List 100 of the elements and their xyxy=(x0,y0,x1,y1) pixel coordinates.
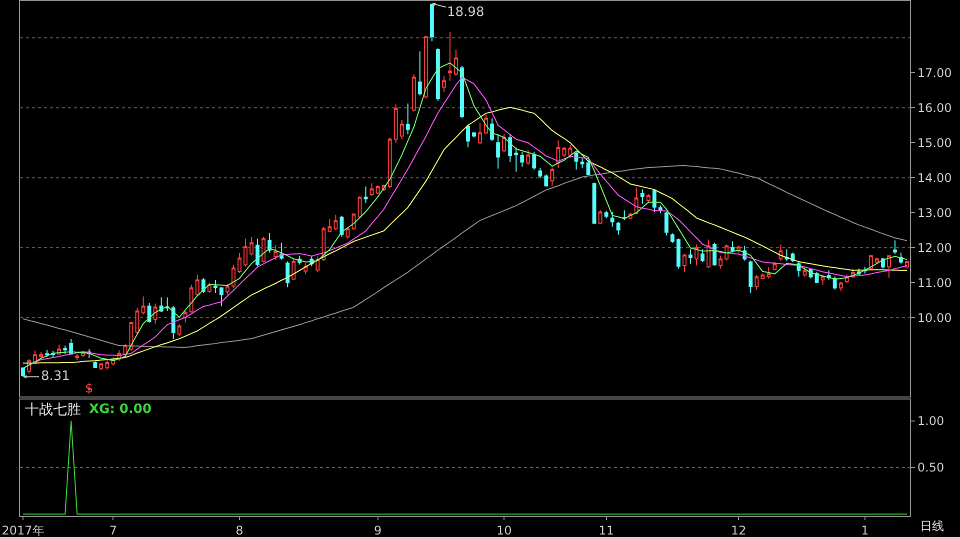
annotation: 8.31 xyxy=(41,369,70,384)
x-tick-label: 9 xyxy=(374,523,382,537)
candlestick xyxy=(574,150,578,170)
y-tick-label: 10.00 xyxy=(917,310,952,325)
candlestick xyxy=(280,242,284,260)
candlestick xyxy=(538,167,542,179)
candlestick xyxy=(39,351,44,358)
y-tick-label: 13.00 xyxy=(917,206,952,220)
candlestick xyxy=(274,244,278,260)
candlestick xyxy=(436,48,440,102)
y-tick-label: 16.00 xyxy=(917,100,952,115)
x-tick-label: 2017年 xyxy=(2,523,44,537)
text: 日线 xyxy=(920,519,944,533)
candlestick xyxy=(177,324,182,336)
candlestick xyxy=(754,274,759,290)
candlestick xyxy=(640,188,644,204)
candlestick xyxy=(748,260,753,294)
x-tick-label: 10 xyxy=(496,523,512,537)
y-tick-label: 14.00 xyxy=(917,170,952,185)
candlestick xyxy=(328,218,332,232)
candlestick xyxy=(141,296,146,316)
y-tick-label: 12.00 xyxy=(917,240,952,255)
candlestick xyxy=(646,194,650,203)
candlestick xyxy=(886,254,891,278)
candlestick xyxy=(874,256,879,264)
candlestick xyxy=(508,134,512,162)
candlestick xyxy=(772,262,777,271)
candlestick xyxy=(520,152,524,168)
candlestick xyxy=(268,232,272,254)
candlestick xyxy=(532,151,536,170)
candlestick xyxy=(412,74,416,112)
candlestick xyxy=(550,166,554,186)
annotation: 18.98 xyxy=(447,5,484,20)
candlestick xyxy=(454,49,458,76)
x-tick-label: 7 xyxy=(109,523,118,537)
candlestick xyxy=(213,279,218,294)
x-tick-label: 12 xyxy=(730,523,746,537)
candlestick xyxy=(484,114,488,135)
candlestick xyxy=(814,271,819,284)
candlestick xyxy=(760,273,765,280)
candlestick xyxy=(616,221,620,236)
candlestick xyxy=(502,134,506,153)
candlestick xyxy=(766,266,771,279)
candlestick xyxy=(778,244,783,262)
candlestick xyxy=(238,252,242,274)
candlestick xyxy=(556,140,560,168)
candlestick xyxy=(250,236,254,256)
y-tick-label: 15.00 xyxy=(917,136,952,150)
candlestick xyxy=(232,264,236,288)
candlestick xyxy=(544,174,548,188)
candlestick xyxy=(676,238,680,270)
candlestick xyxy=(724,244,729,262)
candlestick xyxy=(664,211,668,236)
candlestick xyxy=(460,65,464,119)
candlestick xyxy=(496,134,500,170)
candlestick xyxy=(189,284,194,314)
candlestick xyxy=(147,302,152,324)
candlestick xyxy=(905,260,909,270)
candlestick xyxy=(688,248,692,264)
series-label: XG: 0.00 xyxy=(89,402,152,417)
x-tick-label: 11 xyxy=(598,523,614,537)
y-tick-label: 17.00 xyxy=(917,66,952,80)
candlestick xyxy=(207,282,212,294)
candlestick xyxy=(832,276,837,290)
candlestick xyxy=(526,150,530,166)
candlestick xyxy=(448,31,452,82)
candlestick xyxy=(195,274,200,297)
candlestick xyxy=(244,238,248,268)
candlestick xyxy=(256,238,260,267)
candlestick xyxy=(598,210,602,224)
candlestick xyxy=(652,188,656,212)
candlestick xyxy=(899,252,903,264)
candlestick xyxy=(694,244,698,266)
candlestick xyxy=(388,136,392,189)
chart-title: 十战七胜 xyxy=(25,402,81,418)
candlestick xyxy=(430,2,434,42)
candlestick xyxy=(75,354,80,360)
candlestick xyxy=(490,118,494,142)
candlestick xyxy=(892,240,897,254)
candlestick xyxy=(99,362,104,371)
candlestick xyxy=(622,210,626,221)
candlestick xyxy=(712,242,717,266)
candlestick xyxy=(153,303,158,324)
candlestick xyxy=(418,50,422,96)
candlestick xyxy=(472,132,476,138)
candlestick xyxy=(262,236,266,263)
candlestick xyxy=(225,284,230,296)
candlestick xyxy=(700,248,705,263)
candlestick xyxy=(466,124,470,148)
x-tick-label: 1 xyxy=(861,523,869,537)
candlestick xyxy=(610,211,614,228)
candlestick xyxy=(730,240,735,254)
candlestick xyxy=(682,253,686,272)
y-tick-label: 11.00 xyxy=(917,276,952,290)
candlestick xyxy=(105,360,110,370)
y-tick-label: 0.50 xyxy=(917,460,944,475)
candlestick xyxy=(400,119,404,140)
candlestick xyxy=(93,360,98,369)
candlestick xyxy=(604,210,608,219)
candlestick xyxy=(394,104,398,144)
